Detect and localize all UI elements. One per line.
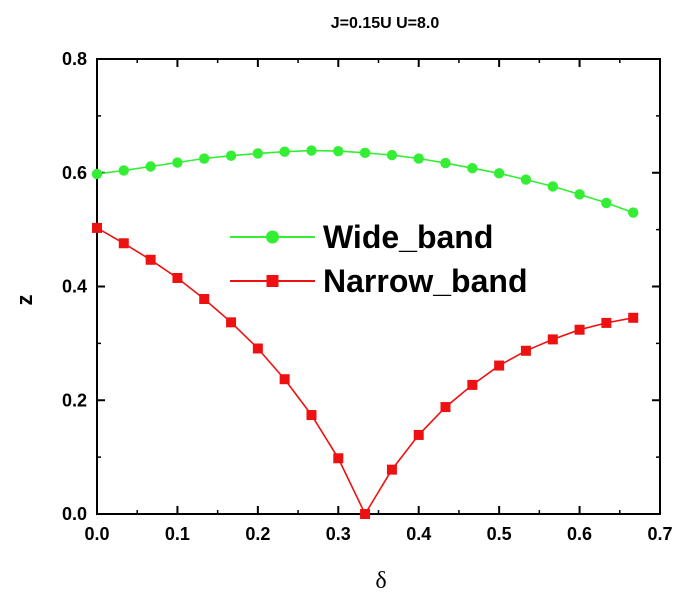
x-tick-label: 0.4 <box>406 524 431 544</box>
data-point <box>601 317 612 328</box>
data-point <box>520 345 531 356</box>
legend-item: Narrow_band <box>230 263 527 299</box>
data-point <box>118 238 129 249</box>
data-point <box>279 374 290 385</box>
axis-ticks: 0.0 0.1 0.2 0.3 0.4 0.5 0.6 0.7 0.0 0.2 0.4 0.6 0.8 <box>62 49 673 544</box>
series-narrow-band <box>92 222 639 519</box>
data-point <box>386 464 397 475</box>
data-point <box>252 148 264 159</box>
data-point <box>225 150 237 161</box>
legend: Wide_band Narrow_band <box>230 219 527 299</box>
x-tick-label: 0.6 <box>567 524 592 544</box>
data-point <box>413 429 424 440</box>
y-tick-label: 0.6 <box>62 163 87 183</box>
data-point <box>359 147 371 159</box>
legend-item: Wide_band <box>230 219 493 255</box>
data-point <box>574 324 585 335</box>
data-point <box>279 146 290 157</box>
series-wide-band <box>91 145 639 218</box>
y-tick-label: 0.8 <box>62 49 87 69</box>
data-point <box>574 189 585 200</box>
x-tick-label: 0.5 <box>487 524 512 544</box>
data-point <box>520 174 532 185</box>
data-point <box>118 165 129 176</box>
series-layer <box>91 145 639 519</box>
data-point <box>306 145 317 156</box>
x-axis-label: δ <box>375 568 386 594</box>
x-tick-label: 0.3 <box>326 524 351 544</box>
data-point <box>199 153 210 164</box>
data-point <box>252 343 263 354</box>
data-point <box>145 161 156 172</box>
data-point <box>547 334 558 345</box>
data-point <box>440 402 451 413</box>
chart-title: J=0.15U U=8.0 <box>331 15 440 32</box>
data-point <box>91 168 103 180</box>
data-point <box>467 379 478 390</box>
legend-marker <box>266 275 279 287</box>
y-tick-label: 0.2 <box>62 390 87 410</box>
data-point <box>601 197 612 209</box>
data-point <box>628 312 639 323</box>
x-tick-label: 0.7 <box>647 524 672 544</box>
data-point <box>199 294 210 305</box>
data-point <box>547 181 558 192</box>
data-point <box>628 207 639 218</box>
data-point <box>494 360 505 371</box>
data-point <box>360 509 371 519</box>
legend-label: Wide_band <box>323 219 493 255</box>
data-point <box>333 453 344 464</box>
x-tick-label: 0.2 <box>245 524 270 544</box>
data-point <box>386 149 398 161</box>
data-point <box>172 157 183 168</box>
data-point <box>92 222 102 233</box>
y-tick-label: 0.0 <box>62 504 87 524</box>
y-axis-label: z <box>12 295 37 306</box>
legend-label: Narrow_band <box>323 263 527 299</box>
data-point <box>333 145 344 157</box>
data-point <box>413 153 424 164</box>
x-tick-label: 0.1 <box>165 524 190 544</box>
data-point <box>440 157 451 169</box>
data-point <box>145 254 156 265</box>
data-point <box>493 168 505 179</box>
y-tick-label: 0.4 <box>62 277 87 297</box>
data-point <box>226 317 237 328</box>
x-tick-label: 0.0 <box>84 524 109 544</box>
data-point <box>467 163 478 174</box>
legend-marker <box>266 230 279 244</box>
data-point <box>172 272 183 283</box>
data-point <box>306 410 317 421</box>
